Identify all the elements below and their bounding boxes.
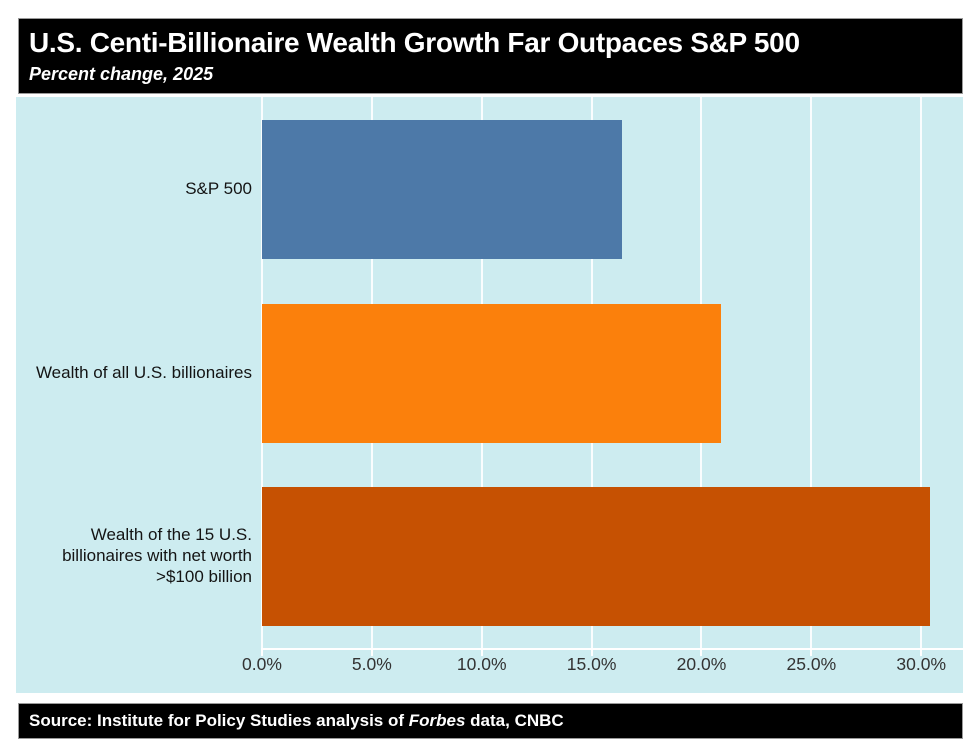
x-axis-tick [480,648,483,656]
x-axis-tick-label: 0.0% [242,654,282,674]
x-axis-tick [261,648,263,656]
source-suffix: data, CNBC [465,711,564,730]
x-axis-tick-label: 15.0% [566,654,617,674]
x-axis-tick-label: 30.0% [896,654,947,674]
x-gridline [920,97,923,648]
bar-sp500 [262,120,623,259]
x-axis-tick [370,648,373,656]
x-axis-line [261,648,963,650]
source-banner: Source: Institute for Policy Studies ana… [18,703,963,739]
x-axis-tick [590,648,593,656]
source-prefix: Source: Institute for Policy Studies ana… [29,711,409,730]
bar-centi-billionaires [262,487,931,626]
chart-title: U.S. Centi-Billionaire Wealth Growth Far… [29,27,800,58]
x-gridline [810,97,813,648]
category-label: Wealth of the 15 U.S. billionaires with … [62,525,252,586]
bar-all-us-billionaires [262,303,722,443]
category-label: Wealth of all U.S. billionaires [35,362,252,382]
x-axis-tick-label: 5.0% [351,654,392,674]
source-text: Source: Institute for Policy Studies ana… [29,711,564,731]
bar-chart-figure: 0.0% 5.0% 10.0% 15.0% 20.0% 25.0% 30.0% S&P 500… [16,97,963,693]
category-label: S&P 500 [185,179,252,198]
x-axis-tick-label: 25.0% [786,654,837,674]
x-axis-tick-label: 20.0% [676,654,727,674]
chart-subtitle: Percent change, 2025 [29,64,214,84]
title-banner: U.S. Centi-Billionaire Wealth Growth Far… [18,18,963,94]
source-publication: Forbes [408,711,466,730]
x-axis-tick [700,648,703,656]
x-axis-tick [810,648,813,656]
x-axis-tick [920,648,923,656]
x-axis-tick-label: 10.0% [456,654,507,674]
